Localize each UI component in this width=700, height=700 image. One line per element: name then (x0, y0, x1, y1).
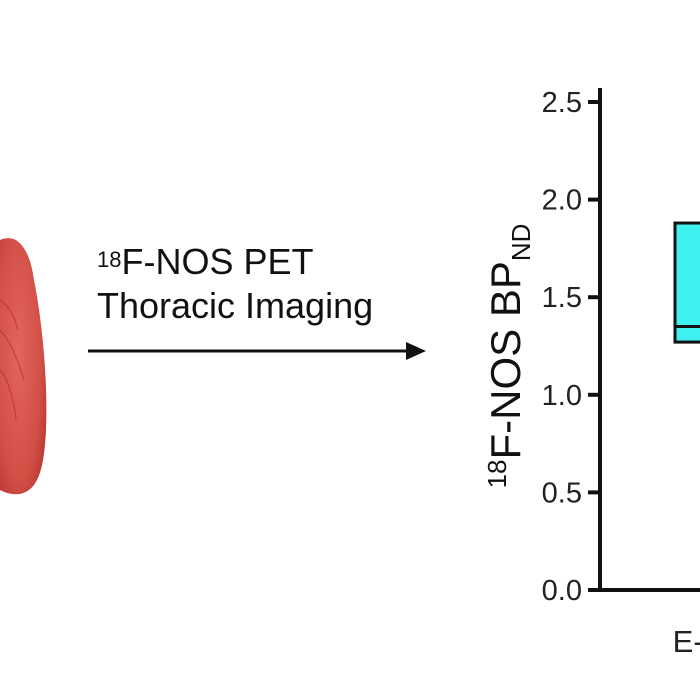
y-axis-label: 18F-NOS BPND (482, 224, 536, 489)
axes (598, 88, 700, 592)
y-tick-label: 2.5 (542, 87, 582, 119)
y-tick-label: 1.5 (542, 282, 582, 314)
caption-line-1: 18F-NOS PET (97, 240, 373, 284)
y-axis-label-sup: 18 (482, 460, 512, 489)
caption-line-2: Thoracic Imaging (97, 285, 374, 326)
lung-shape (0, 238, 47, 495)
box-iqr (673, 221, 700, 344)
svg-text:18F-NOS BPND: 18F-NOS BPND (482, 224, 536, 489)
y-tick-label: 1.0 (542, 380, 582, 412)
y-axis-label-sub: ND (506, 224, 536, 262)
arrow-head (406, 342, 426, 360)
x-category-label: E-cig (673, 624, 700, 659)
x-tick-labels: E-cig (673, 624, 700, 659)
boxes (673, 221, 700, 344)
lung-vessel (0, 299, 25, 421)
y-tick-label: 0.0 (542, 575, 582, 607)
y-ticks: 0.0 0.5 1.0 1.5 2.0 2.5 (542, 87, 600, 607)
arrow-caption: 18F-NOS PET Thoracic Imaging (97, 240, 373, 328)
caption-superscript: 18 (97, 247, 122, 272)
y-tick-label: 0.5 (542, 477, 582, 509)
y-axis-label-text: F-NOS BP (482, 261, 529, 459)
y-tick-label: 2.0 (542, 185, 582, 217)
caption-line-1-text: F-NOS PET (121, 241, 314, 282)
